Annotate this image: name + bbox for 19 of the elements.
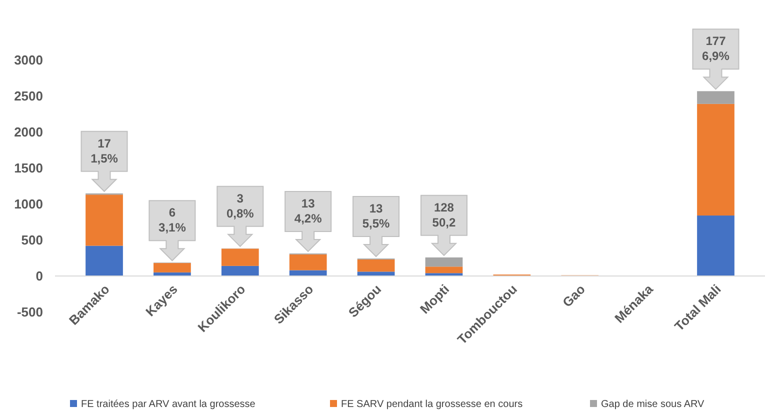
y-tick-label: 500 — [21, 232, 43, 248]
legend-label: FE SARV pendant la grossesse en cours — [341, 399, 523, 410]
y-tick-label: 1500 — [14, 160, 43, 176]
y-tick-label: 2000 — [14, 124, 43, 140]
x-tick-label: Gao — [559, 281, 588, 310]
legend-label: Gap de mise sous ARV — [601, 399, 705, 410]
y-tick-label: 0 — [36, 268, 43, 284]
data-label: 128 50,2 — [432, 200, 456, 230]
y-tick-label: 1000 — [14, 196, 43, 212]
data-label: 6 3,1% — [158, 206, 186, 235]
y-tick-label: -500 — [16, 304, 43, 320]
data-label: 13 4,2% — [294, 196, 322, 226]
y-tick-label: 3000 — [14, 52, 43, 68]
y-tick-label: 2500 — [14, 88, 43, 104]
data-label: 13 5,5% — [362, 202, 390, 231]
legend-label: FE traitées par ARV avant la grossesse — [81, 399, 256, 410]
data-label: 17 1,5% — [90, 136, 118, 166]
data-label: 3 0,8% — [226, 191, 254, 220]
data-label: 177 6,9% — [702, 34, 730, 64]
